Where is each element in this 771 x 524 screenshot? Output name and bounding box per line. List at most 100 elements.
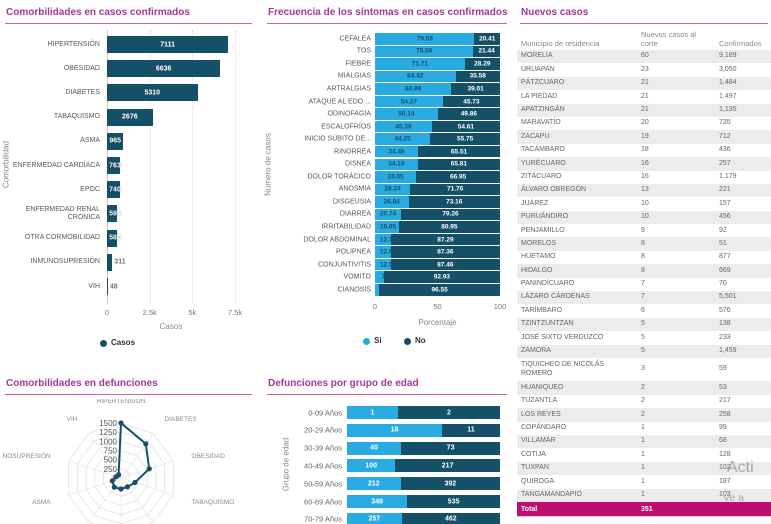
radar-data-point[interactable] xyxy=(111,484,117,490)
table-row[interactable]: COPÁNDARO 1 99 xyxy=(517,421,771,435)
bar-segment-dark[interactable] xyxy=(407,495,500,508)
bar[interactable] xyxy=(107,157,121,174)
bar-segment-no[interactable] xyxy=(474,33,500,45)
table-row[interactable]: MORELOS 8 51 xyxy=(517,237,771,251)
legend-label-no[interactable]: No xyxy=(415,336,426,345)
bar-segment-light[interactable] xyxy=(347,441,402,455)
table-row[interactable]: APATZINGÁN 21 1,135 xyxy=(517,103,771,117)
table-row[interactable]: HIDALGO 8 669 xyxy=(517,264,771,278)
bar-segment-si[interactable] xyxy=(375,95,443,108)
bar-segment-si[interactable] xyxy=(375,45,474,58)
table-row[interactable]: TIQUICHEO DE NICOLÁS ROMERO 3 59 xyxy=(517,357,771,382)
bar-segment-dark[interactable] xyxy=(401,441,500,455)
table-row[interactable]: JUÁREZ 10 157 xyxy=(517,197,771,211)
bar[interactable] xyxy=(107,181,120,199)
legend-label-casos[interactable]: Casos xyxy=(111,338,136,347)
table-row[interactable]: QUIROGA 1 187 xyxy=(517,475,771,489)
bar-segment-si[interactable] xyxy=(375,196,409,208)
bar[interactable] xyxy=(107,108,153,126)
bar-segment-si[interactable] xyxy=(375,108,438,120)
table-row[interactable]: HUANIQUEO 2 53 xyxy=(517,381,771,395)
radar-data-point[interactable] xyxy=(132,479,138,486)
bar-segment-light[interactable] xyxy=(347,459,396,473)
table-row[interactable]: PÁTZCUARO 21 1,484 xyxy=(517,76,771,91)
bar-segment-light[interactable] xyxy=(347,423,442,437)
bar-segment-no[interactable] xyxy=(408,196,500,208)
table-row[interactable]: JOSÉ SIXTO VERDUZCO 5 233 xyxy=(517,331,771,345)
bar-segment-no[interactable] xyxy=(442,95,500,108)
legend-dot-no[interactable] xyxy=(404,338,411,345)
legend-dot-casos[interactable] xyxy=(100,340,107,347)
bar-segment-dark[interactable] xyxy=(400,477,500,491)
table-row[interactable]: PANINDÍCUARO 7 70 xyxy=(517,277,771,292)
bar-segment-si[interactable] xyxy=(375,233,391,246)
bar[interactable] xyxy=(107,84,198,102)
bar-segment-dark[interactable] xyxy=(441,423,500,437)
radar-data-point[interactable] xyxy=(124,484,131,490)
table-row[interactable]: COTIJA 1 128 xyxy=(517,448,771,462)
table-row[interactable]: TZINTZUNTZAN 5 138 xyxy=(517,317,771,332)
bar-segment-dark[interactable] xyxy=(395,459,500,473)
table-row[interactable]: LÁZARO CÁRDENAS 7 5,501 xyxy=(517,291,771,305)
table-row[interactable]: ZAMORA 5 1,459 xyxy=(517,344,771,358)
bar[interactable] xyxy=(107,132,124,150)
bar-segment-no[interactable] xyxy=(410,183,500,196)
bar-segment-light[interactable] xyxy=(347,406,398,419)
table-row[interactable]: ZITÁCUARO 16 1,179 xyxy=(517,170,771,184)
bar-segment-light[interactable] xyxy=(347,495,408,508)
bar-segment-no[interactable] xyxy=(390,233,500,246)
radar-data-point[interactable] xyxy=(109,478,115,484)
bar-segment-no[interactable] xyxy=(455,70,500,83)
bar-segment-no[interactable] xyxy=(431,120,500,133)
bar-segment-si[interactable] xyxy=(375,158,418,170)
bar-segment-no[interactable] xyxy=(418,145,500,158)
table-row[interactable]: TANGAMANDAPIO 1 103 xyxy=(517,488,771,502)
bar-segment-no[interactable] xyxy=(400,208,500,221)
radar-data-point[interactable] xyxy=(116,472,122,478)
table-row[interactable]: PURUÁNDIRO 10 456 xyxy=(517,210,771,225)
bar-segment-si[interactable] xyxy=(375,258,391,271)
bar-segment-si[interactable] xyxy=(375,183,411,196)
bar[interactable] xyxy=(107,229,117,247)
table-row[interactable]: HUETAMO 8 877 xyxy=(517,250,771,265)
bar-segment-si[interactable] xyxy=(375,83,452,95)
radar-data-point[interactable] xyxy=(118,486,124,492)
bar-segment-no[interactable] xyxy=(383,271,500,283)
bar[interactable] xyxy=(107,205,118,223)
bar-segment-si[interactable] xyxy=(375,171,417,183)
table-row[interactable]: TUZANTLA 2 217 xyxy=(517,394,771,409)
bar-segment-no[interactable] xyxy=(451,83,500,95)
legend-dot-si[interactable] xyxy=(363,338,370,345)
table-row[interactable]: TARÍMBARO 6 576 xyxy=(517,304,771,318)
table-row[interactable]: MORELIA 60 9,189 xyxy=(517,50,771,64)
bar-segment-no[interactable] xyxy=(464,58,500,70)
bar-segment-si[interactable] xyxy=(375,33,475,45)
bar-segment-no[interactable] xyxy=(473,45,500,58)
bar[interactable] xyxy=(107,36,229,53)
bar-segment-si[interactable] xyxy=(375,133,431,145)
bar-segment-dark[interactable] xyxy=(398,406,500,419)
bar-segment-si[interactable] xyxy=(375,70,456,83)
bar[interactable] xyxy=(107,253,113,271)
bar-segment-si[interactable] xyxy=(375,221,399,233)
bar-segment-no[interactable] xyxy=(379,284,500,296)
bar-segment-light[interactable] xyxy=(347,477,401,491)
radar-data-point[interactable] xyxy=(143,441,149,447)
table-row[interactable]: LA PIEDAD 21 1,497 xyxy=(517,90,771,104)
table-total-row[interactable]: Total 351 xyxy=(517,501,771,517)
bar-segment-no[interactable] xyxy=(416,171,500,183)
table-row[interactable]: VILLAMAR 1 68 xyxy=(517,434,771,449)
radar-data-point[interactable] xyxy=(118,420,124,426)
table-row[interactable]: ÁLVARO OBREGÓN 13 221 xyxy=(517,183,771,198)
bar-segment-no[interactable] xyxy=(430,133,500,145)
table-row[interactable]: YURÉCUARO 16 257 xyxy=(517,157,771,171)
table-row[interactable]: ZACAPU 19 712 xyxy=(517,130,771,144)
bar-segment-si[interactable] xyxy=(375,145,419,158)
table-row[interactable]: LOS REYES 2 258 xyxy=(517,408,771,422)
radar-data-point[interactable] xyxy=(146,466,152,472)
bar-segment-no[interactable] xyxy=(417,158,500,170)
bar-segment-dark[interactable] xyxy=(401,512,500,524)
bar[interactable] xyxy=(107,60,221,78)
bar-segment-si[interactable] xyxy=(375,120,432,133)
table-row[interactable]: TACÁMBARO 18 436 xyxy=(517,143,771,158)
